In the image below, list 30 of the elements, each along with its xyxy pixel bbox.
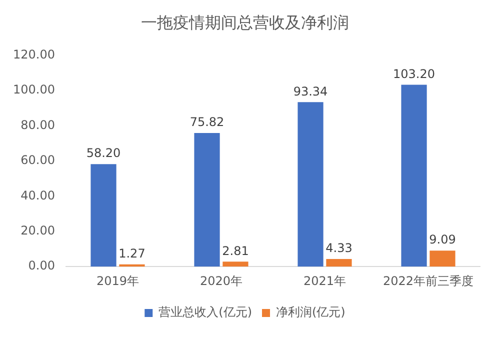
bar xyxy=(90,164,116,267)
legend-label: 营业总收入(亿元) xyxy=(158,305,252,320)
data-label: 2.81 xyxy=(222,244,249,258)
y-tick-label: 60.00 xyxy=(20,153,55,168)
bar xyxy=(119,264,145,267)
bar xyxy=(298,102,324,267)
bar xyxy=(194,133,220,267)
x-tick-label: 2021年 xyxy=(303,274,346,288)
chart-title: 一拖疫情期间总营收及净利润 xyxy=(141,12,349,32)
bar xyxy=(222,262,248,267)
x-tick-label: 2022年前三季度 xyxy=(382,274,474,288)
data-label: 93.34 xyxy=(293,84,328,98)
y-tick-label: 20.00 xyxy=(20,223,55,238)
y-tick-label: 0.00 xyxy=(28,258,55,273)
y-tick-label: 120.00 xyxy=(12,47,55,62)
data-label: 75.82 xyxy=(190,115,224,130)
y-tick-label: 80.00 xyxy=(20,118,55,132)
bar xyxy=(326,258,352,267)
data-label: 1.27 xyxy=(118,246,146,260)
data-label: 9.09 xyxy=(429,232,456,247)
y-tick-label: 40.00 xyxy=(20,188,55,202)
data-label: 103.20 xyxy=(393,66,436,81)
y-tick-label: 100.00 xyxy=(12,82,55,97)
x-tick-label: 2019年 xyxy=(96,274,140,288)
bar xyxy=(401,84,427,267)
data-label: 4.33 xyxy=(326,241,352,256)
bar xyxy=(430,250,456,267)
x-tick-label: 2020年 xyxy=(200,274,243,288)
legend-label: 净利润(亿元) xyxy=(276,305,346,320)
data-label: 58.20 xyxy=(86,146,121,160)
